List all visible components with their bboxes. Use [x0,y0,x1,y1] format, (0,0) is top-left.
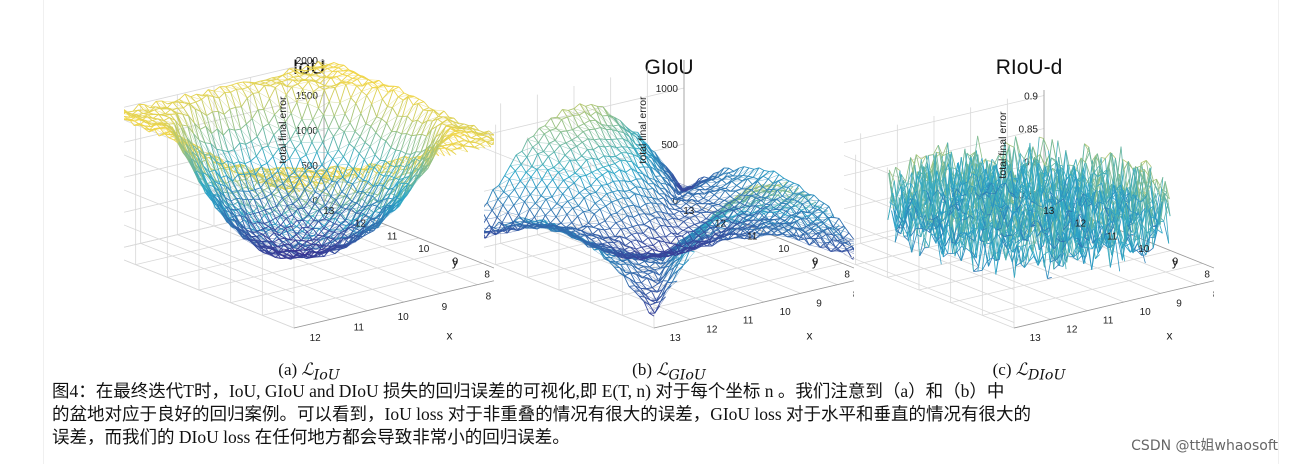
z-axis-label: total final error [997,111,1009,179]
y-tick-label: 8 [1204,269,1210,280]
surface-plot-iou: IoU 050010001500200012111098713121110987… [124,44,494,384]
x-tick-label: 11 [1103,316,1114,327]
x-tick-label: 8 [853,290,854,301]
subcaption-a: (a) ℒIoU [278,360,340,384]
x-tick-label: 12 [310,333,322,344]
y-axis-label: y [812,255,818,269]
caption-line: 图4：在最终迭代T时，IoU, GIoU and DIoU 损失的回归误差的可视… [52,381,1005,401]
surface-mesh [887,135,1171,279]
z-tick-label: 0.9 [1024,92,1038,103]
z-tick-label: 1000 [296,126,319,137]
x-tick-label: 9 [442,302,448,313]
y-tick-label: 10 [1138,244,1150,255]
surface-mesh [484,103,854,317]
plot-svg: 050010001500200012111098713121110987xyto… [124,56,494,344]
caption-line: 误差，而我们的 DIoU loss 在任何地方都会导致非常小的回归误差。 [52,427,570,447]
plot-title: GIoU [644,56,694,79]
y-tick-label: 13 [323,206,335,217]
x-tick-label: 11 [743,316,754,327]
subcaption-c: (c) ℒDIoU [992,360,1066,384]
watermark: CSDN @tt姐whaosoft [1131,438,1278,454]
x-tick-label: 9 [816,298,822,309]
y-tick-label: 9 [453,257,459,268]
x-tick-label: 10 [1140,307,1152,318]
x-tick-label: 9 [1176,298,1182,309]
y-tick-label: 11 [747,231,758,242]
y-tick-label: 13 [1043,206,1055,217]
x-tick-label: 11 [354,323,365,334]
y-tick-label: 10 [418,244,430,255]
z-tick-label: 2000 [296,56,319,67]
x-tick-label: 8 [486,291,492,302]
y-axis-label: y [1172,255,1178,269]
x-tick-label: 10 [398,312,410,323]
x-tick-label: 13 [1030,333,1042,344]
z-tick-label: 1000 [656,84,679,95]
z-tick-label: 500 [661,140,678,151]
z-axis-label: total final error [637,96,649,164]
caption-line: 的盆地对应于良好的回归案例。可以看到，IoU loss 对于非重叠的情况有很大的… [52,404,1032,424]
surface-mesh [124,61,494,260]
y-tick-label: 12 [1075,219,1087,230]
plot-svg: 050010001312111098713121110987xytotal fi… [484,60,854,344]
surface-plot-giou: GIoU 050010001312111098713121110987xytot… [484,44,854,384]
figure-frame: IoU 050010001500200012111098713121110987… [44,0,1278,464]
z-tick-label: 0 [672,196,678,207]
y-tick-label: 8 [484,269,490,280]
z-tick-label: 1500 [296,91,319,102]
y-tick-label: 9 [1173,257,1179,268]
y-tick-label: 9 [813,257,819,268]
x-tick-label: 12 [1066,324,1078,335]
x-axis-label: x [807,328,813,342]
x-tick-label: 8 [1213,290,1214,301]
y-tick-label: 13 [683,206,695,217]
x-axis-label: x [1167,328,1173,342]
y-axis-label: y [452,255,458,269]
y-tick-label: 10 [778,244,790,255]
z-axis-label: total final error [277,96,289,164]
y-tick-label: 12 [715,219,727,230]
y-tick-label: 12 [355,219,367,230]
y-tick-label: 11 [1107,231,1118,242]
y-tick-label: 8 [844,269,850,280]
x-tick-label: 10 [780,307,792,318]
z-tick-label: 0.85 [1019,125,1039,136]
figure-caption: 图4：在最终迭代T时，IoU, GIoU and DIoU 损失的回归误差的可视… [52,380,1278,449]
plot-svg: 0.750.80.850.91312111098713121110987xyto… [844,90,1214,344]
x-tick-label: 12 [706,324,718,335]
y-tick-label: 11 [387,231,398,242]
surface-plot-riou-d: RIoU-d 0.750.80.850.91312111098713121110… [844,44,1214,384]
x-tick-label: 13 [670,333,682,344]
plot-title: RIoU-d [995,56,1063,79]
subcaption-b: (b) ℒGIoU [632,360,706,384]
x-axis-label: x [447,328,453,342]
